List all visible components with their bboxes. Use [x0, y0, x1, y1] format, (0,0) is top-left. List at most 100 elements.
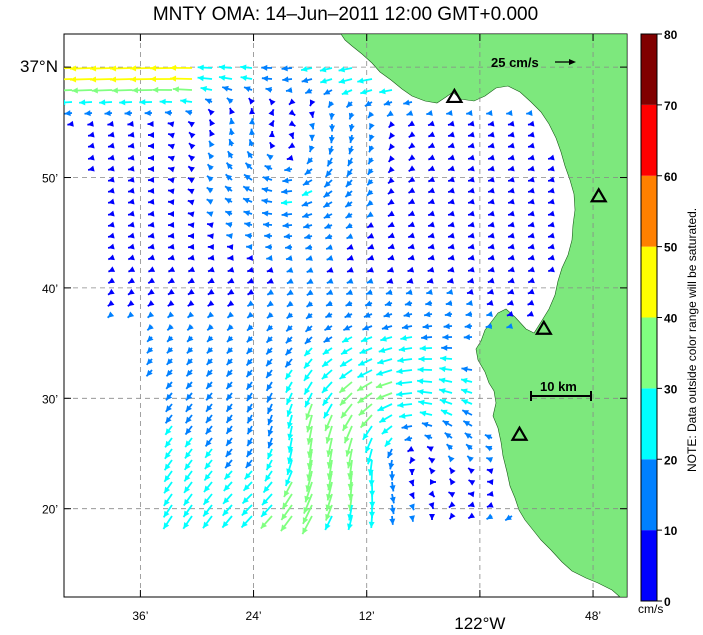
current-vector-head [384, 300, 392, 307]
current-vector-head [229, 107, 235, 115]
current-vector-head [448, 187, 455, 194]
current-vector-head [528, 243, 535, 250]
current-vector-head [486, 513, 494, 520]
current-vector-head [107, 300, 115, 307]
current-vector-head [306, 278, 314, 284]
current-vector-head [248, 118, 255, 125]
current-vector-head [205, 439, 212, 447]
current-vector-head [246, 370, 253, 378]
current-vector-head [367, 254, 375, 261]
current-vector-head [506, 323, 513, 329]
current-vector-head [304, 233, 311, 240]
current-vector-head [287, 457, 293, 464]
current-vector-head [406, 110, 414, 116]
current-vector-head [388, 121, 395, 128]
current-vector-head [226, 162, 233, 170]
current-vector-head [428, 187, 435, 194]
current-vector-head [322, 348, 330, 355]
current-vector-head [368, 157, 375, 165]
current-vector-head [147, 300, 155, 307]
current-vector-head [488, 187, 495, 194]
current-vector-head [422, 323, 429, 330]
current-vector-head [326, 300, 333, 306]
current-vector-head [285, 385, 292, 393]
current-vector-head [463, 334, 470, 341]
current-vector-head [186, 382, 193, 389]
current-vector-head [506, 310, 514, 317]
current-vector-head [286, 267, 294, 273]
current-vector-head [285, 336, 293, 344]
current-vector-head [367, 168, 374, 175]
current-vector-head [366, 457, 373, 465]
current-vector-head [419, 410, 427, 417]
current-vector-head [377, 358, 384, 365]
current-vector-head [203, 509, 210, 517]
current-vector-head [248, 98, 255, 105]
current-vector-head [348, 124, 355, 132]
current-vector-head [488, 232, 495, 239]
current-vector-head [408, 131, 416, 138]
current-vector-head [468, 131, 475, 138]
current-vector-head [325, 436, 332, 444]
current-vector-head [485, 445, 493, 452]
current-vector-head [227, 335, 234, 342]
current-vector-head [225, 186, 232, 193]
lat-label: 37°N [20, 57, 58, 76]
current-vector-head [428, 502, 435, 509]
current-vector-head [487, 120, 495, 127]
current-vector-head [367, 222, 374, 228]
current-vector-head [364, 100, 372, 107]
current-vector-head [247, 405, 253, 413]
current-vector-head [387, 110, 394, 117]
current-vector-head [246, 383, 253, 390]
current-vector-head [345, 212, 353, 219]
current-vector-head [285, 479, 291, 487]
current-vector-head [369, 490, 376, 497]
current-vector-head [528, 154, 535, 161]
current-vector-head [148, 266, 156, 272]
current-vector-head [326, 289, 334, 295]
current-vector-head [428, 131, 435, 138]
current-vector-head [397, 402, 404, 408]
current-vector-head [446, 444, 454, 451]
current-vector-head [227, 288, 235, 295]
current-vector-head [64, 110, 71, 117]
current-vector-head [166, 369, 173, 377]
current-vector-head [448, 154, 455, 161]
current-vector-head [508, 142, 515, 149]
current-vector-head [184, 451, 191, 459]
current-vector-head [168, 188, 175, 195]
current-vector-head [187, 177, 195, 184]
current-vector-head [267, 407, 273, 414]
current-vector-head [209, 119, 216, 127]
current-vector-head [468, 232, 475, 239]
current-vector-head [344, 436, 350, 444]
current-vector-head [324, 424, 331, 431]
current-vector-head [508, 187, 515, 194]
current-vector-head [146, 369, 153, 377]
current-vector-head [395, 380, 403, 387]
current-vector-head [461, 388, 468, 395]
current-vector-head [348, 147, 355, 155]
current-vector-head [302, 517, 309, 524]
current-vector-head [88, 165, 95, 172]
current-vector-head [345, 300, 353, 307]
current-vector-head [246, 254, 254, 261]
current-vector-head [226, 347, 234, 354]
current-vector-head [408, 165, 416, 172]
current-vector-head [244, 174, 251, 181]
current-vector-head [341, 89, 349, 95]
current-vector-head [360, 421, 367, 428]
colorbar-tick-label: 0 [664, 595, 671, 609]
current-vector-head [418, 356, 425, 363]
current-vector-head [442, 420, 450, 427]
current-vector-head [267, 277, 274, 284]
current-vector-head [448, 254, 455, 261]
current-vector-head [186, 358, 193, 365]
current-vector-head [446, 110, 453, 116]
current-vector-head [187, 211, 195, 218]
current-vector-head [449, 512, 456, 520]
current-vector-head [343, 324, 351, 331]
current-vector-head [247, 416, 253, 424]
current-vector-head [367, 178, 374, 186]
